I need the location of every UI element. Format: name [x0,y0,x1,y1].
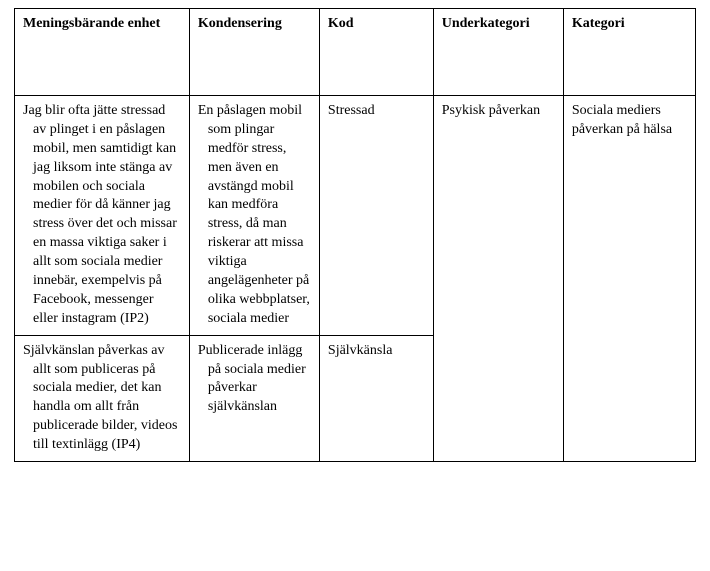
analysis-table: Meningsbärande enhet Kondensering Kod Un… [14,8,696,462]
col-header-meaning: Meningsbärande enhet [15,9,190,96]
cell-text: Självkänsla [328,343,393,358]
cell-code: Stressad [319,96,433,336]
cell-text: En påslagen mobil som plingar medför str… [198,102,311,329]
col-header-category: Kategori [563,9,695,96]
table-row: Jag blir ofta jätte stressad av plinget … [15,96,696,336]
col-header-code: Kod [319,9,433,96]
cell-condensing: En påslagen mobil som plingar medför str… [189,96,319,336]
cell-text: Psykisk påverkan [442,103,540,118]
cell-text: Sociala mediers påverkan på hälsa [572,103,672,137]
page: Meningsbärande enhet Kondensering Kod Un… [0,0,710,571]
cell-text: Självkänslan påverkas av allt som public… [23,342,181,455]
cell-text: Stressad [328,103,375,118]
cell-condensing: Publicerade inlägg på sociala medier påv… [189,335,319,461]
cell-meaning: Självkänslan påverkas av allt som public… [15,335,190,461]
col-header-condensing: Kondensering [189,9,319,96]
cell-text: Publicerade inlägg på sociala medier påv… [198,342,311,418]
cell-subcategory: Psykisk påverkan [433,96,563,462]
cell-code: Självkänsla [319,335,433,461]
col-header-subcategory: Underkategori [433,9,563,96]
cell-category: Sociala mediers påverkan på hälsa [563,96,695,462]
table-header-row: Meningsbärande enhet Kondensering Kod Un… [15,9,696,96]
cell-meaning: Jag blir ofta jätte stressad av plinget … [15,96,190,336]
cell-text: Jag blir ofta jätte stressad av plinget … [23,102,181,329]
